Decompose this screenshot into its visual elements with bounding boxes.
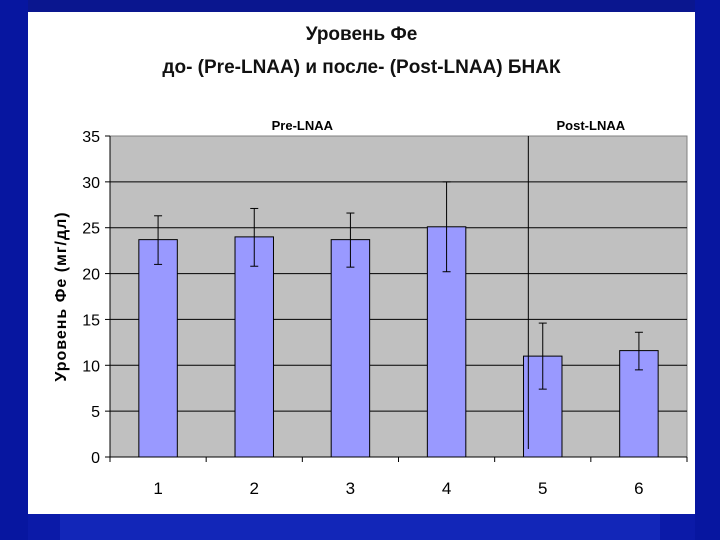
x-tick-label: 2 <box>250 479 259 498</box>
y-tick-label: 10 <box>82 358 100 375</box>
y-tick-label: 15 <box>82 312 100 329</box>
y-tick-label: 35 <box>82 129 100 146</box>
x-tick-label: 4 <box>442 479 451 498</box>
group-label: Pre-LNAA <box>272 118 334 133</box>
background-left-edge <box>0 0 28 540</box>
y-axis-label: Уровень Фе (мг/дл) <box>53 211 70 381</box>
plot-area <box>109 135 688 458</box>
y-tick-label: 5 <box>91 404 100 421</box>
bar <box>330 239 371 458</box>
bar <box>234 236 274 458</box>
chart-card: Уровень Фе до- (Pre-LNAA) и после- (Post… <box>28 12 695 514</box>
x-tick-label: 6 <box>634 479 643 498</box>
x-tick-label: 5 <box>538 479 547 498</box>
y-tick-label: 30 <box>82 175 100 192</box>
background-top-band <box>0 0 720 12</box>
chart-title-line-1: Уровень Фе <box>305 24 418 45</box>
bar <box>138 239 178 458</box>
x-tick-label: 3 <box>346 479 355 498</box>
y-tick-label: 0 <box>91 450 100 467</box>
y-tick-label: 20 <box>82 267 100 284</box>
background-right-edge <box>695 0 720 540</box>
x-tick-label: 1 <box>153 479 162 498</box>
bar-chart: 0 5 10 15 20 25 30 35 1 2 3 4 5 6 Pre-LNAA Post-LNAA Уро… <box>53 118 688 498</box>
group-label: Post-LNAA <box>557 118 626 133</box>
y-tick-label: 25 <box>82 221 100 238</box>
chart-title-line-2: до- (Pre-LNAA) и после- (Post-LNAA) БНАК <box>162 57 561 78</box>
background-bottom-band <box>60 512 660 540</box>
